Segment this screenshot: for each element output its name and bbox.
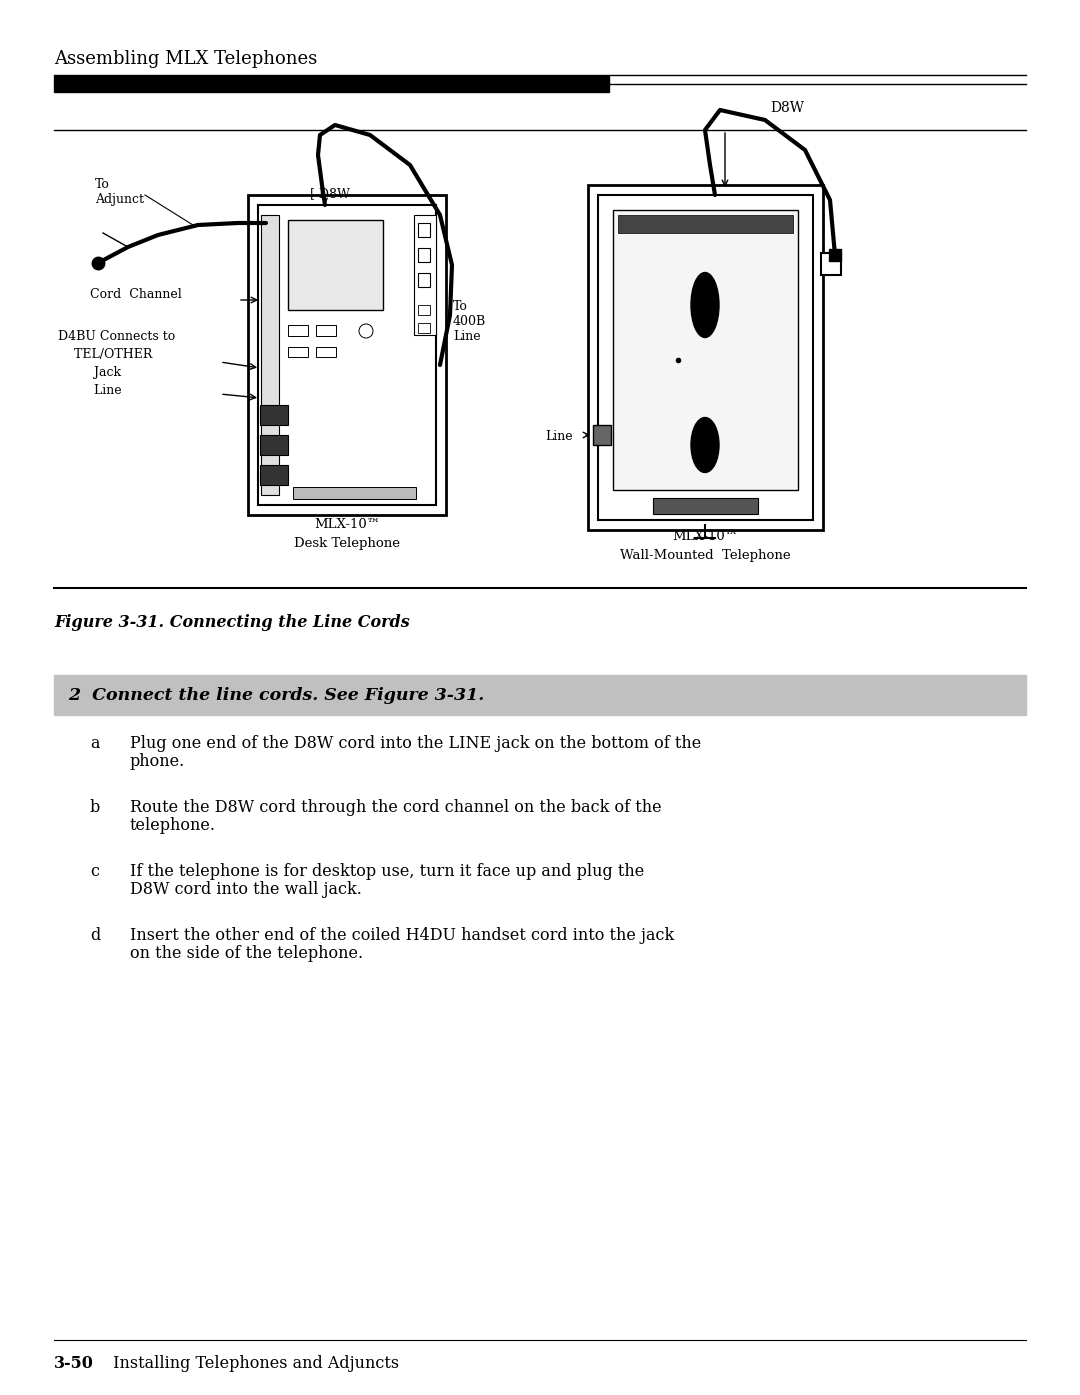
Bar	[418, 324, 430, 333]
Bar	[593, 425, 611, 445]
Bar	[418, 223, 430, 237]
Circle shape	[359, 324, 373, 338]
Text: d: d	[90, 928, 100, 944]
Bar	[653, 498, 758, 513]
Bar	[258, 205, 436, 505]
Bar	[418, 248, 430, 262]
Bar	[821, 252, 841, 275]
Text: If the telephone is for desktop use, turn it face up and plug the: If the telephone is for desktop use, tur…	[130, 864, 645, 880]
Ellipse shape	[691, 417, 719, 473]
Text: To
Adjunct: To Adjunct	[95, 179, 144, 206]
Bar	[248, 195, 446, 515]
Text: Assembling MLX Telephones: Assembling MLX Telephones	[54, 50, 318, 68]
Text: a: a	[90, 735, 99, 752]
Text: D8W cord into the wall jack.: D8W cord into the wall jack.	[130, 882, 362, 898]
Bar	[618, 215, 793, 233]
Bar	[418, 273, 430, 287]
Text: telephone.: telephone.	[130, 817, 216, 834]
Text: b: b	[90, 799, 100, 816]
Bar	[260, 435, 288, 455]
Text: MLX-10™: MLX-10™	[672, 530, 738, 543]
Text: 3-50: 3-50	[54, 1355, 94, 1373]
Text: To
400B
Line: To 400B Line	[453, 300, 486, 343]
Text: c: c	[90, 864, 99, 880]
Text: MLX-10™: MLX-10™	[314, 518, 380, 531]
Text: Route the D8W cord through the cord channel on the back of the: Route the D8W cord through the cord chan…	[130, 799, 662, 816]
Text: Wall-Mounted  Telephone: Wall-Mounted Telephone	[620, 550, 791, 562]
Text: Installing Telephones and Adjuncts: Installing Telephones and Adjuncts	[108, 1355, 400, 1373]
Text: Cord  Channel: Cord Channel	[90, 289, 181, 301]
Text: on the side of the telephone.: on the side of the telephone.	[130, 944, 363, 963]
Bar	[293, 487, 416, 499]
Text: Plug one end of the D8W cord into the LINE jack on the bottom of the: Plug one end of the D8W cord into the LI…	[130, 735, 701, 752]
Bar	[588, 186, 823, 530]
Bar	[288, 347, 308, 357]
Bar	[316, 347, 336, 357]
Text: D8W: D8W	[770, 100, 804, 114]
Bar	[418, 306, 430, 315]
Text: [ D8W: [ D8W	[310, 187, 350, 199]
Bar	[316, 325, 336, 336]
Text: Figure 3-31. Connecting the Line Cords: Figure 3-31. Connecting the Line Cords	[54, 614, 409, 631]
Text: Desk Telephone: Desk Telephone	[294, 537, 400, 550]
Text: D4BU Connects to
    TEL/OTHER
         Jack
         Line: D4BU Connects to TEL/OTHER Jack Line	[58, 331, 175, 398]
Bar	[598, 195, 813, 520]
Text: phone.: phone.	[130, 753, 186, 770]
Bar	[288, 325, 308, 336]
Ellipse shape	[691, 272, 719, 338]
Bar	[261, 215, 279, 495]
Bar	[414, 215, 436, 335]
Text: Insert the other end of the coiled H4DU handset cord into the jack: Insert the other end of the coiled H4DU …	[130, 928, 674, 944]
Bar	[613, 211, 798, 490]
Text: Line: Line	[545, 431, 572, 444]
Text: 2  Connect the line cords. See Figure 3-31.: 2 Connect the line cords. See Figure 3-3…	[68, 686, 484, 703]
Bar	[260, 405, 288, 425]
Bar	[54, 75, 609, 92]
Bar	[288, 220, 383, 310]
Bar	[260, 465, 288, 485]
Bar	[54, 675, 1026, 716]
